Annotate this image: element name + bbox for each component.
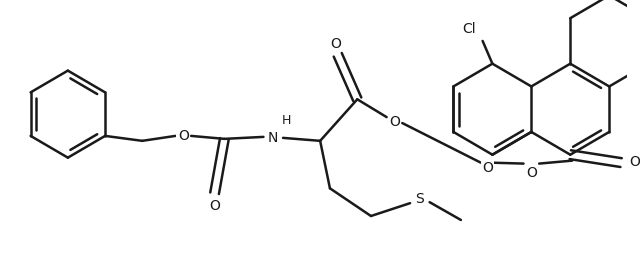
- Text: O: O: [482, 160, 493, 174]
- Text: N: N: [268, 130, 278, 144]
- Text: O: O: [178, 129, 189, 142]
- Text: H: H: [282, 113, 292, 126]
- Text: O: O: [209, 198, 220, 212]
- Text: Cl: Cl: [462, 22, 476, 36]
- Text: O: O: [629, 154, 640, 168]
- Text: O: O: [526, 165, 537, 179]
- Text: O: O: [389, 115, 400, 129]
- Text: O: O: [330, 37, 341, 51]
- Text: S: S: [415, 192, 424, 205]
